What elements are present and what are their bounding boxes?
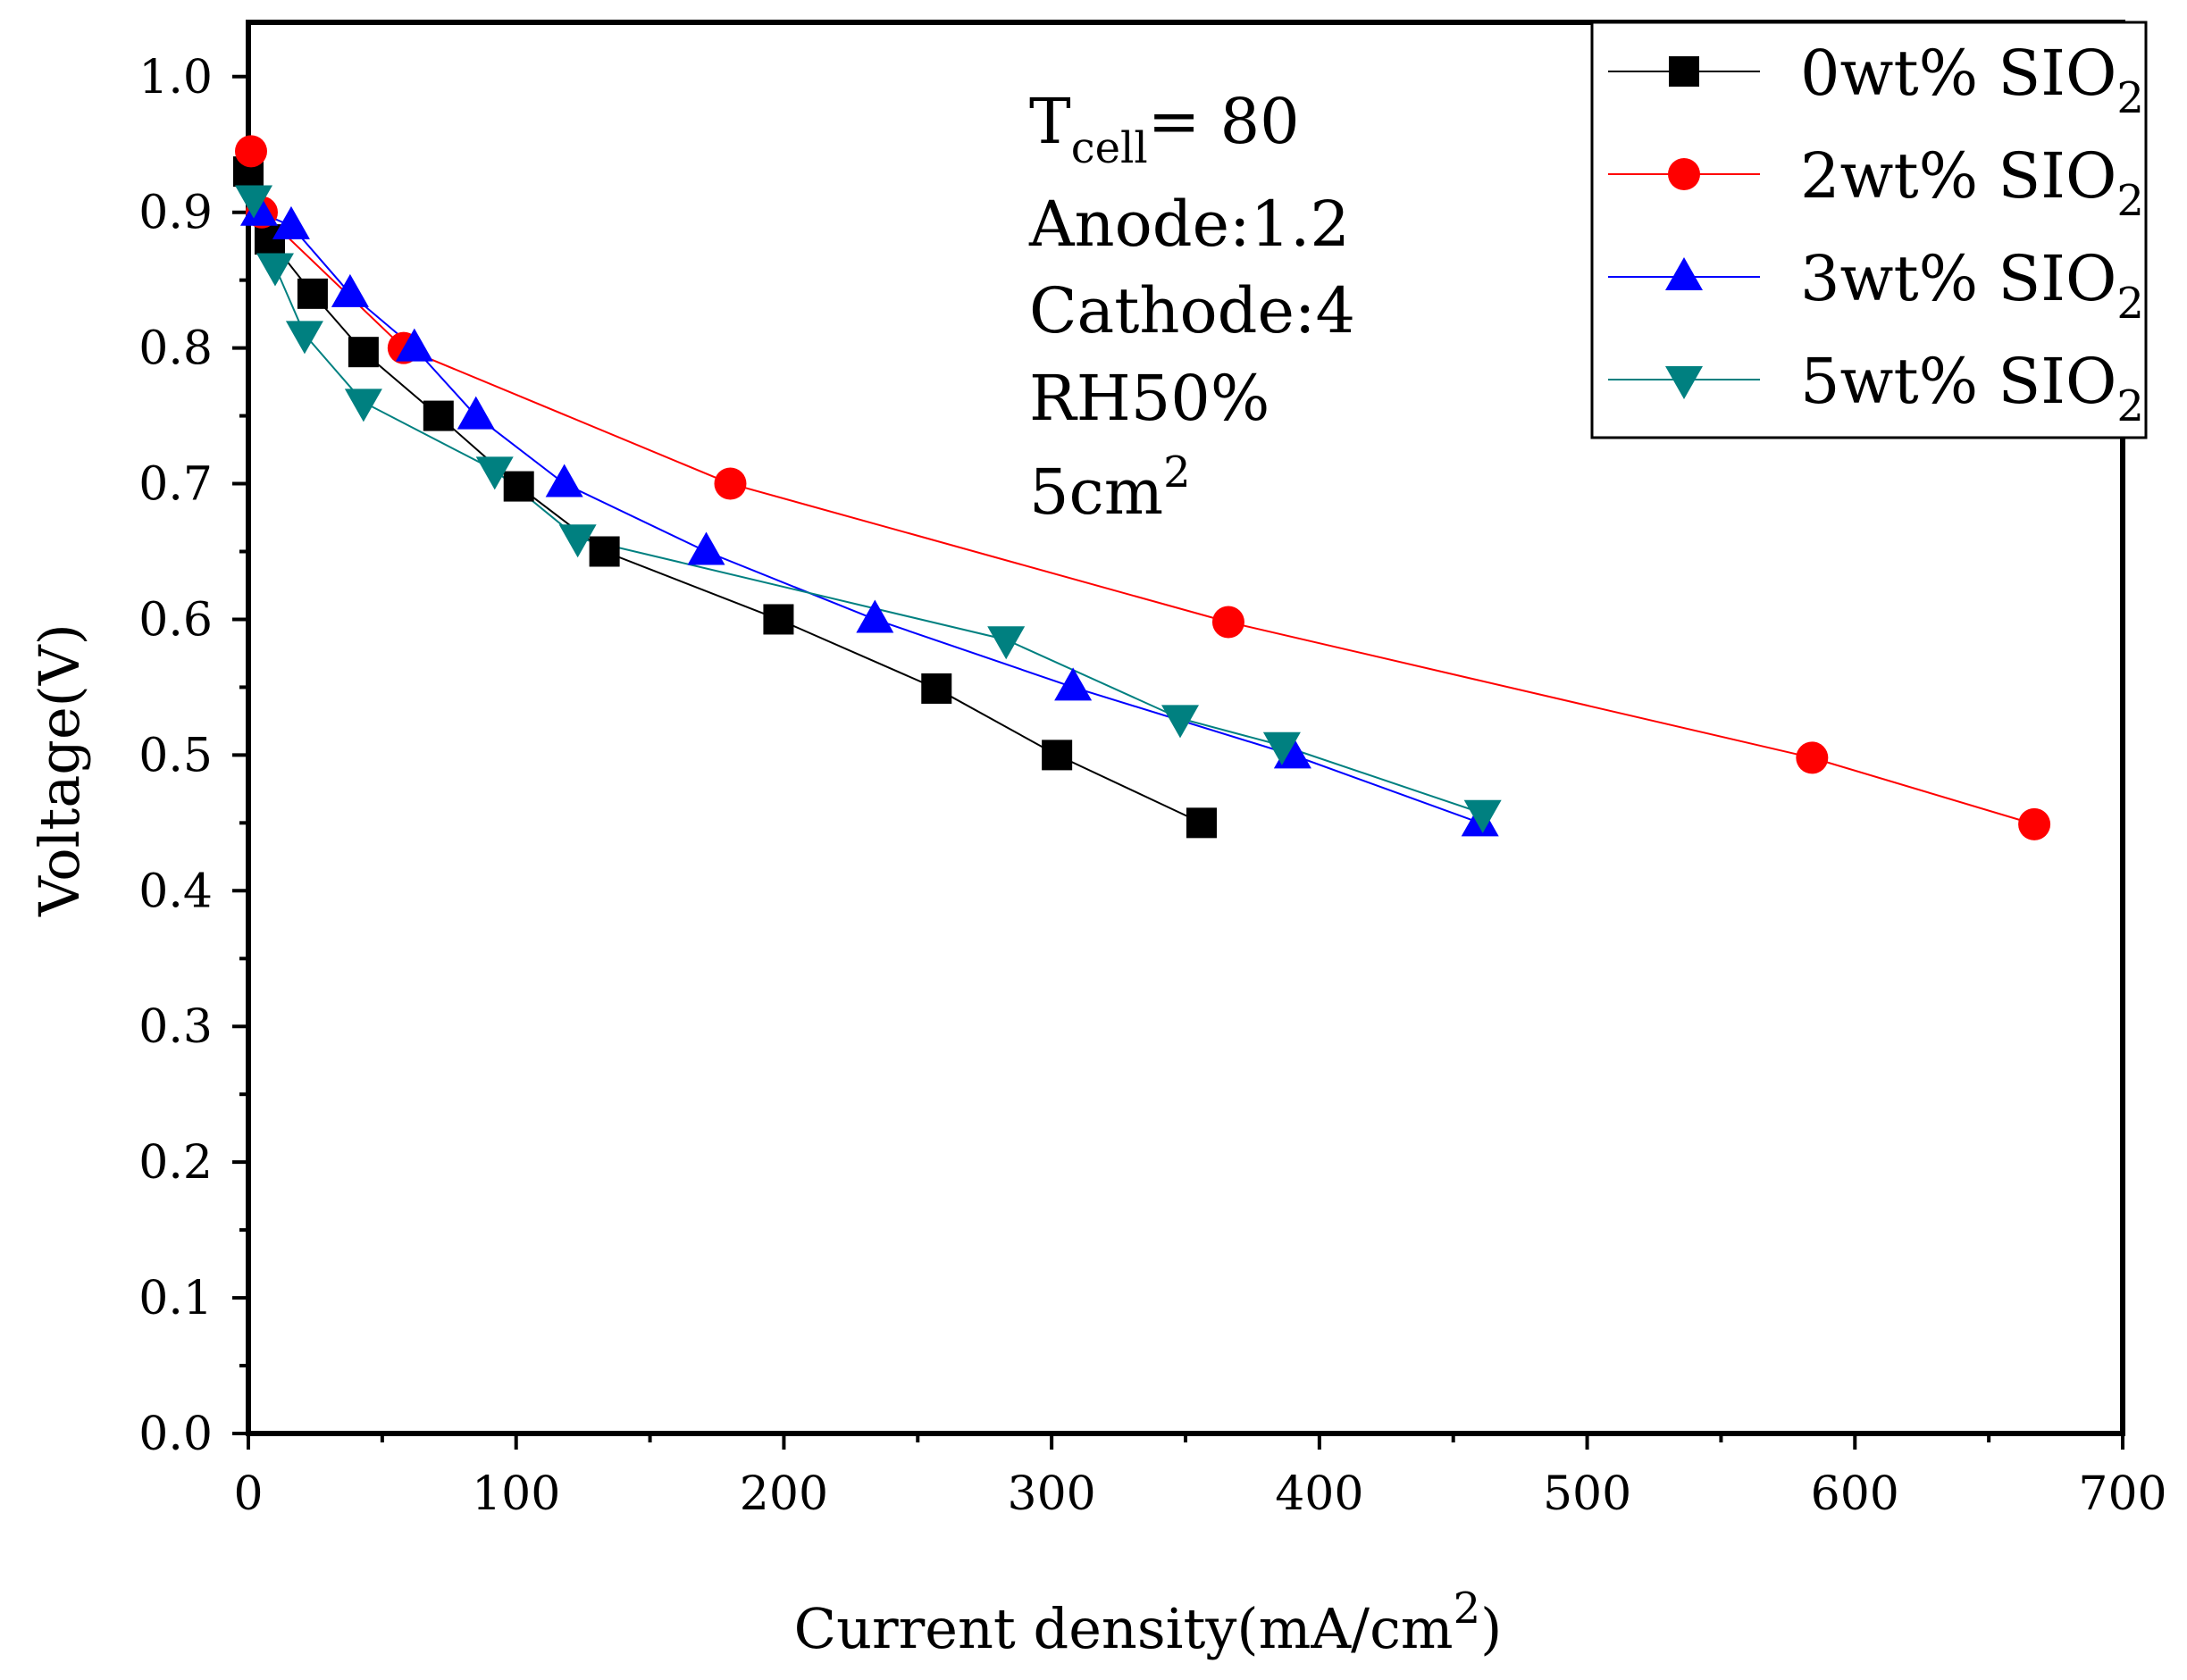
- series-markers: [233, 135, 2051, 840]
- x-tick-label: 500: [1543, 1467, 1631, 1521]
- data-point-1: [714, 467, 747, 500]
- axis-tick-labels: 0 100 200 300 400 500 600 700 0.0 0.1 0.2 0.3 0.4 0.5…: [138, 51, 2166, 1521]
- x-tick-label: 600: [1811, 1467, 1899, 1521]
- data-point-0: [1186, 807, 1217, 839]
- legend-marker-1: [1668, 158, 1700, 190]
- annotation-rh: RH50%: [1029, 362, 1269, 435]
- legend: 0wt% SIO2 2wt% SIO2 3wt% SIO2 5wt% SIO2: [1590, 21, 2148, 439]
- y-tick-label: 0.1: [138, 1272, 213, 1325]
- data-point-0: [763, 604, 794, 635]
- x-tick-label: 0: [233, 1467, 263, 1521]
- y-tick-label: 0.5: [138, 729, 213, 782]
- axis-ticks: [232, 74, 2124, 1450]
- data-point-3: [1463, 799, 1502, 833]
- data-point-0: [423, 400, 454, 431]
- y-tick-label: 0.0: [138, 1408, 213, 1461]
- data-point-3: [234, 185, 272, 219]
- data-point-0: [921, 673, 952, 704]
- y-tick-label: 0.6: [138, 593, 213, 647]
- y-tick-label: 0.3: [138, 1000, 213, 1054]
- data-point-2: [331, 273, 369, 307]
- data-point-3: [558, 524, 597, 558]
- data-point-0: [503, 471, 534, 502]
- data-point-2: [545, 464, 583, 497]
- legend-label-1: 2wt% SIO2: [1800, 139, 2144, 226]
- y-axis-title: Voltage(V): [27, 623, 92, 917]
- data-point-3: [1262, 731, 1301, 765]
- data-point-1: [2018, 807, 2051, 840]
- annotation-tcell: Tcell= 80: [1029, 85, 1300, 173]
- series-line-3: [253, 198, 1484, 815]
- y-tick-label: 0.9: [138, 187, 213, 240]
- x-tick-label: 100: [472, 1467, 560, 1521]
- y-tick-label: 0.8: [138, 322, 213, 376]
- data-point-2: [1054, 667, 1093, 701]
- legend-marker-3: [1665, 366, 1703, 399]
- data-point-3: [987, 626, 1026, 660]
- x-tick-label: 200: [740, 1467, 828, 1521]
- data-point-2: [856, 599, 894, 633]
- data-point-3: [256, 253, 294, 287]
- data-point-0: [589, 536, 620, 567]
- annotation-anode: Anode:1.2: [1028, 188, 1350, 261]
- data-point-2: [457, 396, 495, 430]
- data-point-0: [1042, 740, 1073, 771]
- y-tick-label: 0.2: [138, 1136, 213, 1190]
- data-point-3: [1161, 705, 1200, 739]
- x-axis-title: Current density(mA/cm2): [794, 1584, 1503, 1661]
- data-point-1: [234, 135, 267, 168]
- data-point-2: [239, 192, 278, 226]
- data-point-1: [1211, 606, 1244, 639]
- data-point-2: [395, 328, 433, 362]
- data-point-3: [475, 456, 514, 490]
- legend-label-0: 0wt% SIO2: [1800, 37, 2144, 123]
- data-point-1: [1796, 741, 1829, 774]
- annotation-block: Tcell= 80 Anode:1.2 Cathode:4 RH50% 5cm2: [1028, 85, 1355, 529]
- data-point-2: [687, 531, 725, 565]
- data-point-3: [344, 389, 382, 422]
- legend-marker-0: [1669, 56, 1699, 87]
- data-point-3: [285, 321, 323, 355]
- annotation-cathode: Cathode:4: [1029, 274, 1355, 347]
- legend-label-2: 3wt% SIO2: [1800, 242, 2144, 329]
- y-tick-label: 1.0: [138, 51, 213, 104]
- data-point-0: [297, 278, 328, 309]
- x-tick-label: 700: [2078, 1467, 2166, 1521]
- x-tick-label: 400: [1275, 1467, 1363, 1521]
- legend-label-3: 5wt% SIO2: [1800, 345, 2144, 431]
- data-point-2: [272, 205, 310, 239]
- y-tick-label: 0.4: [138, 865, 213, 918]
- annotation-area: 5cm2: [1029, 447, 1191, 529]
- y-tick-label: 0.7: [138, 458, 213, 512]
- x-tick-label: 300: [1008, 1467, 1096, 1521]
- legend-marker-2: [1665, 257, 1703, 290]
- data-point-0: [348, 337, 379, 368]
